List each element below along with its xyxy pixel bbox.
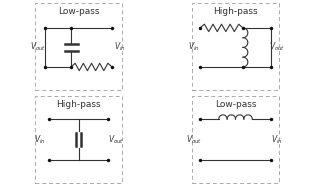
Text: $V_{out}$: $V_{out}$ bbox=[186, 133, 202, 146]
FancyBboxPatch shape bbox=[192, 96, 279, 183]
Text: $V_{in}$: $V_{in}$ bbox=[114, 40, 125, 53]
Text: $V_{out}$: $V_{out}$ bbox=[269, 40, 285, 53]
FancyBboxPatch shape bbox=[192, 3, 279, 90]
Text: Low-pass: Low-pass bbox=[215, 100, 256, 108]
Text: High-pass: High-pass bbox=[56, 100, 101, 108]
Text: $V_{out}$: $V_{out}$ bbox=[30, 40, 46, 53]
FancyBboxPatch shape bbox=[35, 3, 122, 90]
Text: $V_{in}$: $V_{in}$ bbox=[271, 133, 282, 146]
Text: $V_{in}$: $V_{in}$ bbox=[34, 133, 45, 146]
Text: Low-pass: Low-pass bbox=[58, 7, 99, 15]
FancyBboxPatch shape bbox=[35, 96, 122, 183]
Text: High-pass: High-pass bbox=[213, 7, 258, 15]
Text: $V_{out}$: $V_{out}$ bbox=[108, 133, 124, 146]
Text: $V_{in}$: $V_{in}$ bbox=[188, 40, 199, 53]
